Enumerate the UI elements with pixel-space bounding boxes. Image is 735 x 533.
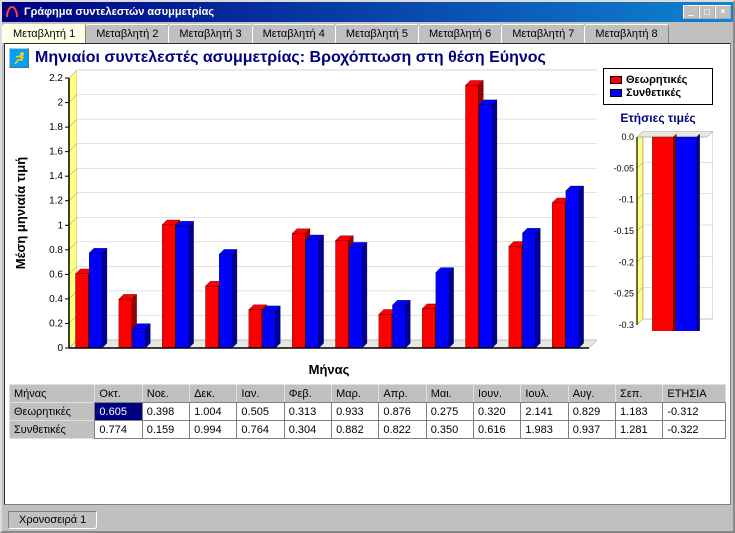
legend-item-0: Θεωρητικές <box>610 74 706 86</box>
tab-var-6[interactable]: Μεταβλητή 6 <box>418 24 502 43</box>
table-cell[interactable]: 0.159 <box>142 421 189 439</box>
table-row-header[interactable]: Θεωρητικές <box>10 403 95 421</box>
table-col-header[interactable]: ΕΤΗΣΙΑ <box>663 385 726 403</box>
table-cell[interactable]: 0.275 <box>426 403 473 421</box>
table-cell[interactable]: 0.350 <box>426 421 473 439</box>
table-cell[interactable]: 0.505 <box>237 403 284 421</box>
data-table[interactable]: ΜήναςΟκτ.Νοε.Δεκ.Ιαν.Φεβ.Μαρ.Απρ.Μαι.Ιου… <box>9 384 726 439</box>
svg-text:0.8: 0.8 <box>49 245 63 256</box>
svg-text:-0.15: -0.15 <box>613 226 634 236</box>
window-title: Γράφημα συντελεστών ασυμμετρίας <box>24 6 683 18</box>
table-cell[interactable]: 0.398 <box>142 403 189 421</box>
table-cell[interactable]: -0.322 <box>663 421 726 439</box>
table-corner: Μήνας <box>10 385 95 403</box>
svg-text:0.4: 0.4 <box>49 294 63 305</box>
tab-var-7[interactable]: Μεταβλητή 7 <box>501 24 585 43</box>
bottom-tabs: Χρονοσειρά 1 <box>2 507 733 531</box>
svg-text:1.2: 1.2 <box>49 196 63 207</box>
svg-text:1.8: 1.8 <box>49 122 63 133</box>
bottom-tab-series[interactable]: Χρονοσειρά 1 <box>8 511 97 529</box>
tab-var-8[interactable]: Μεταβλητή 8 <box>584 24 668 43</box>
maximize-button[interactable]: □ <box>699 5 715 19</box>
table-cell[interactable]: 0.882 <box>332 421 379 439</box>
runner-icon[interactable] <box>9 48 29 68</box>
mini-chart-title: Ετήσιες τιμές <box>603 111 713 125</box>
table-col-header[interactable]: Σεπ. <box>616 385 663 403</box>
table-col-header[interactable]: Οκτ. <box>95 385 142 403</box>
table-cell[interactable]: 0.933 <box>332 403 379 421</box>
app-icon <box>4 4 20 20</box>
table-row-header[interactable]: Συνθετικές <box>10 421 95 439</box>
table-cell[interactable]: 0.313 <box>284 403 331 421</box>
content-area: Μηνιαίοι συντελεστές ασυμμετρίας: Βροχόπ… <box>4 43 731 505</box>
svg-text:Μήνας: Μήνας <box>309 362 350 377</box>
svg-text:-0.2: -0.2 <box>618 257 634 267</box>
table-col-header[interactable]: Μαι. <box>426 385 473 403</box>
table-col-header[interactable]: Αυγ. <box>568 385 615 403</box>
table-cell[interactable]: 0.774 <box>95 421 142 439</box>
tab-var-2[interactable]: Μεταβλητή 2 <box>85 24 169 43</box>
svg-text:Μέση μηνιαία τιμή: Μέση μηνιαία τιμή <box>13 157 28 269</box>
svg-text:-0.3: -0.3 <box>618 320 634 330</box>
table-cell[interactable]: 0.994 <box>190 421 237 439</box>
table-col-header[interactable]: Ιουλ. <box>521 385 568 403</box>
table-cell[interactable]: 0.304 <box>284 421 331 439</box>
svg-text:0: 0 <box>57 343 63 354</box>
table-col-header[interactable]: Νοε. <box>142 385 189 403</box>
legend-item-1: Συνθετικές <box>610 87 706 99</box>
table-cell[interactable]: 0.876 <box>379 403 426 421</box>
tab-var-4[interactable]: Μεταβλητή 4 <box>252 24 336 43</box>
table-col-header[interactable]: Μαρ. <box>332 385 379 403</box>
table-cell[interactable]: 0.937 <box>568 421 615 439</box>
svg-text:0.0: 0.0 <box>621 132 634 142</box>
table-cell[interactable]: 1.004 <box>190 403 237 421</box>
svg-text:0.6: 0.6 <box>49 269 63 280</box>
table-cell[interactable]: 1.983 <box>521 421 568 439</box>
table-cell[interactable]: 1.281 <box>616 421 663 439</box>
table-cell[interactable]: 1.183 <box>616 403 663 421</box>
table-col-header[interactable]: Ιουν. <box>474 385 521 403</box>
table-cell[interactable]: 0.829 <box>568 403 615 421</box>
table-cell[interactable]: -0.312 <box>663 403 726 421</box>
table-col-header[interactable]: Ιαν. <box>237 385 284 403</box>
table-col-header[interactable]: Φεβ. <box>284 385 331 403</box>
table-col-header[interactable]: Απρ. <box>379 385 426 403</box>
mini-chart: 0.0 -0.05 -0.1 -0.15 -0.2 -0.25 -0.3 <box>603 131 713 331</box>
chart-title: Μηνιαίοι συντελεστές ασυμμετρίας: Βροχόπ… <box>35 49 546 67</box>
svg-text:-0.05: -0.05 <box>613 163 634 173</box>
app-window: Γράφημα συντελεστών ασυμμετρίας _ □ × Με… <box>0 0 735 533</box>
table-col-header[interactable]: Δεκ. <box>190 385 237 403</box>
svg-text:0.2: 0.2 <box>49 318 63 329</box>
tab-var-5[interactable]: Μεταβλητή 5 <box>335 24 419 43</box>
tabs-top: Μεταβλητή 1Μεταβλητή 2Μεταβλητή 3Μεταβλη… <box>2 22 733 43</box>
table-cell[interactable]: 2.141 <box>521 403 568 421</box>
table-row: Θεωρητικές0.6050.3981.0040.5050.3130.933… <box>10 403 726 421</box>
table-cell[interactable]: 0.616 <box>474 421 521 439</box>
table-cell[interactable]: 0.822 <box>379 421 426 439</box>
close-button[interactable]: × <box>715 5 731 19</box>
table-cell[interactable]: 0.605 <box>95 403 142 421</box>
svg-text:-0.25: -0.25 <box>613 289 634 299</box>
tab-var-1[interactable]: Μεταβλητή 1 <box>2 24 86 43</box>
minimize-button[interactable]: _ <box>683 5 699 19</box>
titlebar[interactable]: Γράφημα συντελεστών ασυμμετρίας _ □ × <box>2 2 733 22</box>
svg-text:-0.1: -0.1 <box>618 195 634 205</box>
table-cell[interactable]: 0.320 <box>474 403 521 421</box>
svg-text:2.2: 2.2 <box>49 73 63 84</box>
svg-text:1: 1 <box>57 220 63 231</box>
main-chart: 0 0.2 0.4 0.6 0.8 1 1.2 1.4 1.6 1.8 2 2.2 Μήνας Μέση … <box>9 68 599 378</box>
table-cell[interactable]: 0.764 <box>237 421 284 439</box>
svg-text:1.4: 1.4 <box>49 171 63 182</box>
table-row: Συνθετικές0.7740.1590.9940.7640.3040.882… <box>10 421 726 439</box>
svg-text:1.6: 1.6 <box>49 147 63 158</box>
svg-text:2: 2 <box>57 98 63 109</box>
tab-var-3[interactable]: Μεταβλητή 3 <box>168 24 252 43</box>
legend: ΘεωρητικέςΣυνθετικές <box>603 68 713 105</box>
